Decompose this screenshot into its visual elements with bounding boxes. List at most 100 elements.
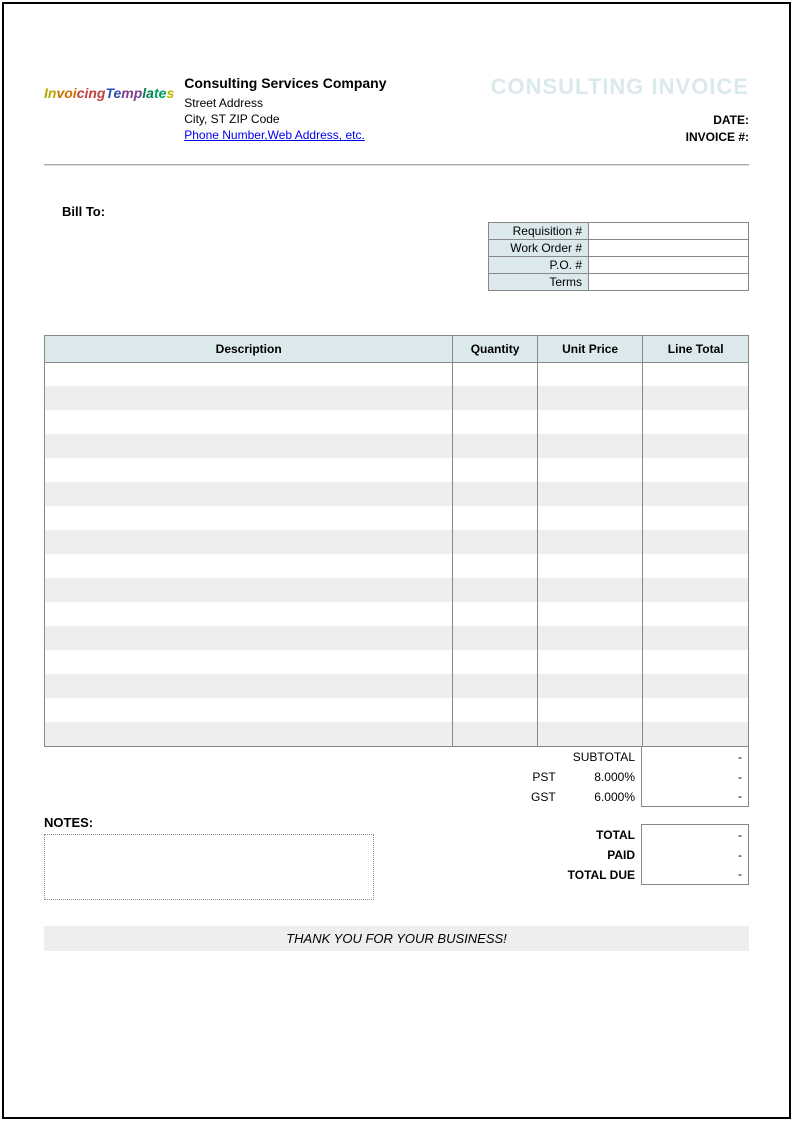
cell-quantity[interactable] (453, 722, 537, 746)
table-row: Work Order # (489, 239, 749, 256)
cell-unit-price[interactable] (537, 530, 643, 554)
invoice-title: CONSULTING INVOICE (491, 74, 749, 100)
cell-unit-price[interactable] (537, 578, 643, 602)
cell-quantity[interactable] (453, 482, 537, 506)
cell-quantity[interactable] (453, 578, 537, 602)
ref-value[interactable] (589, 222, 749, 239)
cell-unit-price[interactable] (537, 386, 643, 410)
table-row (45, 530, 749, 554)
cell-line-total (643, 506, 749, 530)
cell-line-total (643, 530, 749, 554)
cell-unit-price[interactable] (537, 698, 643, 722)
total-row: TOTAL- (472, 825, 749, 845)
items-body (45, 362, 749, 746)
cell-description[interactable] (45, 410, 453, 434)
cell-unit-price[interactable] (537, 362, 643, 386)
cell-quantity[interactable] (453, 554, 537, 578)
cell-description[interactable] (45, 698, 453, 722)
cell-quantity[interactable] (453, 698, 537, 722)
cell-description[interactable] (45, 386, 453, 410)
cell-unit-price[interactable] (537, 626, 643, 650)
cell-line-total (643, 410, 749, 434)
reference-table: Requisition # Work Order # P.O. # Terms (488, 222, 749, 291)
cell-unit-price[interactable] (537, 506, 643, 530)
cell-description[interactable] (45, 602, 453, 626)
cell-line-total (643, 482, 749, 506)
cell-unit-price[interactable] (537, 722, 643, 746)
gst-row: GST6.000%- (472, 787, 749, 807)
pst-row: PST8.000%- (472, 767, 749, 787)
cell-line-total (643, 386, 749, 410)
company-contact-link[interactable]: Phone Number,Web Address, etc. (184, 128, 365, 142)
ref-value[interactable] (589, 256, 749, 273)
paid-label: PAID (562, 845, 642, 865)
total-due-row: TOTAL DUE- (472, 865, 749, 885)
cell-description[interactable] (45, 722, 453, 746)
cell-quantity[interactable] (453, 410, 537, 434)
cell-description[interactable] (45, 674, 453, 698)
company-name: Consulting Services Company (184, 74, 386, 93)
cell-quantity[interactable] (453, 458, 537, 482)
table-row (45, 626, 749, 650)
table-row: P.O. # (489, 256, 749, 273)
cell-description[interactable] (45, 626, 453, 650)
table-row (45, 698, 749, 722)
cell-unit-price[interactable] (537, 482, 643, 506)
cell-line-total (643, 554, 749, 578)
cell-quantity[interactable] (453, 530, 537, 554)
footer-thanks: THANK YOU FOR YOUR BUSINESS! (44, 926, 749, 951)
cell-quantity[interactable] (453, 506, 537, 530)
ref-value[interactable] (589, 239, 749, 256)
table-row (45, 554, 749, 578)
gst-label: GST (472, 787, 562, 807)
total-due-label: TOTAL DUE (562, 865, 642, 885)
cell-quantity[interactable] (453, 602, 537, 626)
cell-unit-price[interactable] (537, 458, 643, 482)
paid-value: - (642, 845, 749, 865)
cell-description[interactable] (45, 458, 453, 482)
ref-label: Terms (489, 273, 589, 290)
cell-quantity[interactable] (453, 362, 537, 386)
cell-description[interactable] (45, 530, 453, 554)
col-description: Description (45, 335, 453, 362)
cell-unit-price[interactable] (537, 602, 643, 626)
cell-unit-price[interactable] (537, 434, 643, 458)
cell-description[interactable] (45, 650, 453, 674)
cell-quantity[interactable] (453, 650, 537, 674)
cell-description[interactable] (45, 434, 453, 458)
company-street: Street Address (184, 95, 386, 111)
cell-line-total (643, 578, 749, 602)
col-quantity: Quantity (453, 335, 537, 362)
cell-description[interactable] (45, 578, 453, 602)
cell-unit-price[interactable] (537, 674, 643, 698)
cell-quantity[interactable] (453, 434, 537, 458)
ref-value[interactable] (589, 273, 749, 290)
table-row (45, 722, 749, 746)
cell-unit-price[interactable] (537, 410, 643, 434)
cell-line-total (643, 434, 749, 458)
cell-unit-price[interactable] (537, 650, 643, 674)
company-city: City, ST ZIP Code (184, 111, 386, 127)
cell-quantity[interactable] (453, 674, 537, 698)
cell-description[interactable] (45, 482, 453, 506)
cell-quantity[interactable] (453, 626, 537, 650)
notes-input[interactable] (44, 834, 374, 900)
cell-line-total (643, 674, 749, 698)
cell-line-total (643, 698, 749, 722)
table-row: Requisition # (489, 222, 749, 239)
company-info: Consulting Services Company Street Addre… (184, 74, 386, 143)
invoice-page: InvoicingTemplates Consulting Services C… (2, 2, 791, 1119)
cell-description[interactable] (45, 554, 453, 578)
table-row (45, 578, 749, 602)
cell-line-total (643, 602, 749, 626)
cell-unit-price[interactable] (537, 554, 643, 578)
cell-quantity[interactable] (453, 386, 537, 410)
cell-description[interactable] (45, 362, 453, 386)
cell-description[interactable] (45, 506, 453, 530)
header: InvoicingTemplates Consulting Services C… (44, 74, 749, 146)
invoice-number-label: INVOICE #: (491, 129, 749, 146)
bill-section: Bill To: Requisition # Work Order # P.O.… (44, 204, 749, 291)
notes-label: NOTES: (44, 815, 374, 830)
bill-to-label: Bill To: (44, 204, 105, 219)
col-unit-price: Unit Price (537, 335, 643, 362)
